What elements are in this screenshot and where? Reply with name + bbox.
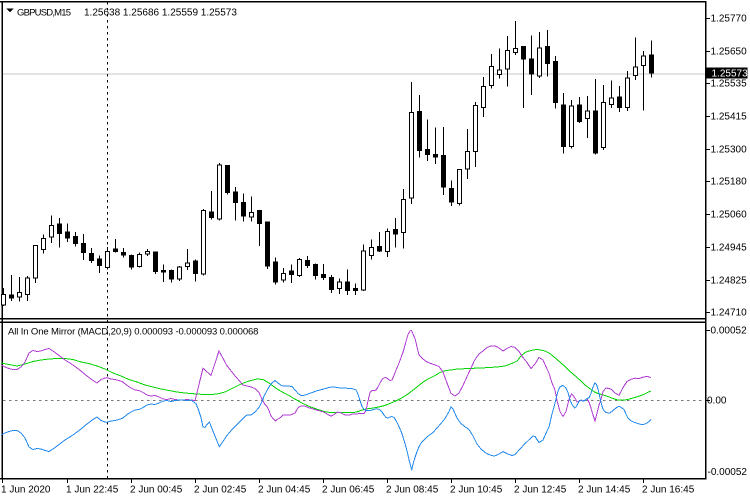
svg-text:2 Jun 00:45: 2 Jun 00:45 bbox=[130, 485, 183, 496]
svg-text:1.25300: 1.25300 bbox=[711, 145, 748, 156]
svg-text:2 Jun 10:45: 2 Jun 10:45 bbox=[450, 485, 503, 496]
svg-text:1.25180: 1.25180 bbox=[711, 177, 748, 188]
svg-text:1.24825: 1.24825 bbox=[711, 276, 748, 287]
svg-text:2 Jun 06:45: 2 Jun 06:45 bbox=[322, 485, 375, 496]
svg-text:2 Jun 16:45: 2 Jun 16:45 bbox=[642, 485, 695, 496]
svg-text:1 Jun 2020: 1 Jun 2020 bbox=[1, 485, 51, 496]
svg-text:-0.00052: -0.00052 bbox=[708, 467, 748, 478]
svg-text:2 Jun 08:45: 2 Jun 08:45 bbox=[386, 485, 439, 496]
svg-text:0.00: 0.00 bbox=[707, 396, 727, 407]
svg-text:1.25573: 1.25573 bbox=[712, 69, 749, 80]
svg-text:All In One Mirror (MACD,20,9): All In One Mirror (MACD,20,9) 0.000093 -… bbox=[8, 327, 258, 338]
svg-text:1.25535: 1.25535 bbox=[711, 79, 748, 90]
svg-text:1 Jun 22:45: 1 Jun 22:45 bbox=[66, 485, 119, 496]
svg-text:1.25060: 1.25060 bbox=[711, 210, 748, 221]
svg-text:GBPUSD,M15: GBPUSD,M15 bbox=[17, 7, 71, 18]
svg-text:1.24710: 1.24710 bbox=[711, 308, 748, 319]
svg-text:2 Jun 04:45: 2 Jun 04:45 bbox=[258, 485, 311, 496]
svg-text:1.24945: 1.24945 bbox=[711, 243, 748, 254]
svg-text:1.25770: 1.25770 bbox=[711, 14, 748, 25]
svg-text:1.25638 1.25686 1.25559 1.2557: 1.25638 1.25686 1.25559 1.25573 bbox=[84, 7, 237, 18]
svg-text:2 Jun 12:45: 2 Jun 12:45 bbox=[514, 485, 567, 496]
svg-text:1.25650: 1.25650 bbox=[711, 47, 748, 58]
svg-text:1.25415: 1.25415 bbox=[711, 112, 748, 123]
svg-text:2 Jun 02:45: 2 Jun 02:45 bbox=[194, 485, 247, 496]
svg-text:2 Jun 14:45: 2 Jun 14:45 bbox=[578, 485, 631, 496]
svg-text:0.00052: 0.00052 bbox=[711, 326, 748, 337]
